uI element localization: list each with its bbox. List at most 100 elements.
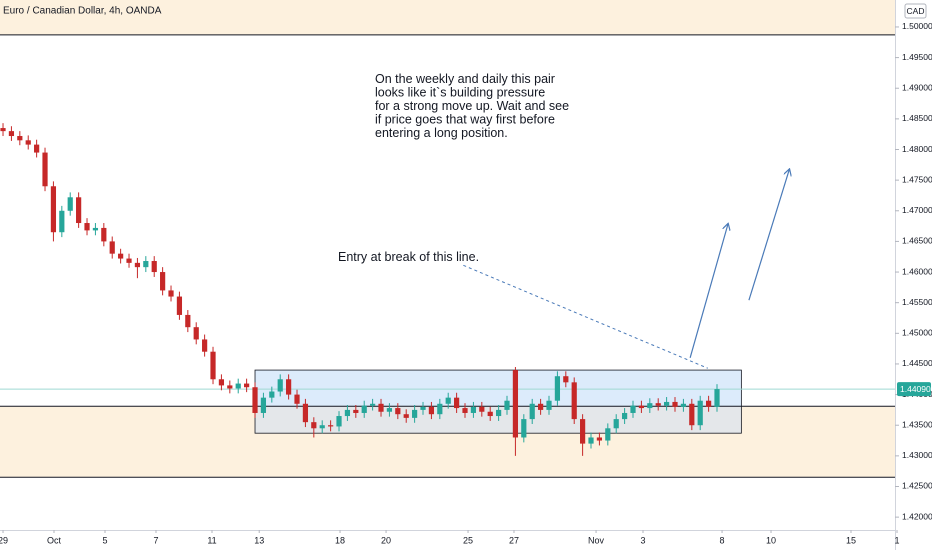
candle-body <box>437 403 443 415</box>
candle-body <box>92 227 99 231</box>
candle-body <box>126 258 132 263</box>
candle-body <box>370 403 376 406</box>
candle-body <box>403 414 409 418</box>
annotation-line: looks like it`s building pressure <box>375 86 545 100</box>
y-tick-label: 1.46000 <box>902 266 932 276</box>
y-tick-label: 1.47000 <box>902 205 932 215</box>
candle-body <box>655 403 661 406</box>
arrow <box>689 224 728 358</box>
candle-body <box>571 382 577 420</box>
currency: CAD <box>907 6 925 16</box>
x-tick-label: 25 <box>463 535 473 545</box>
annotation-line: Entry at break of this line. <box>338 250 479 264</box>
x-tick-label: 7 <box>153 535 158 545</box>
x-tick-label: Oct <box>47 535 62 545</box>
candle-body <box>8 131 15 137</box>
y-tick-label: 1.45500 <box>902 297 932 307</box>
candle-body <box>428 406 435 415</box>
dashed-line <box>463 264 708 369</box>
candle-body <box>160 272 166 291</box>
candle-body <box>487 411 493 417</box>
candle-body <box>386 408 393 412</box>
candle-body <box>353 409 359 413</box>
y-tick-label: 1.49000 <box>902 82 932 92</box>
y-tick-label: 1.43500 <box>902 419 932 429</box>
arrow <box>748 170 789 301</box>
candle-body <box>622 412 628 420</box>
candle-body <box>445 397 451 404</box>
x-tick-label: 18 <box>335 535 345 545</box>
candle-body <box>218 379 225 386</box>
candle-body <box>235 383 241 389</box>
candle-body <box>311 422 317 429</box>
candle-body <box>176 296 183 315</box>
x-tick-label: 5 <box>102 535 107 545</box>
currency-box <box>904 3 927 19</box>
candle-body <box>67 197 73 211</box>
y-tick-label: 1.49500 <box>902 52 932 62</box>
candle-body <box>118 253 124 259</box>
candle-body <box>647 403 653 409</box>
candle-body <box>185 314 191 328</box>
y-tick-label: 1.42500 <box>902 481 932 491</box>
y-tick-label: 1.45000 <box>902 328 932 338</box>
candle-body <box>714 389 720 407</box>
candle-body <box>672 401 678 407</box>
candle-body <box>512 370 519 438</box>
candle-body <box>277 379 283 392</box>
annotation: Entry at break of this line. <box>338 250 479 264</box>
candle-body <box>143 261 149 268</box>
annotation-line: entering a long position. <box>375 126 508 140</box>
last-price-box <box>897 382 931 397</box>
x-tick-label: 1 <box>895 535 900 545</box>
candle-body <box>17 136 23 141</box>
y-tick-label: 1.48000 <box>902 144 932 154</box>
x-tick-label: 11 <box>207 535 216 545</box>
candle-body <box>260 397 267 413</box>
candle-body <box>689 403 695 426</box>
last-price-label: 1.44090 <box>900 384 931 394</box>
y-tick-label: 1.46500 <box>902 236 932 246</box>
candle-body <box>596 437 603 441</box>
x-tick-label: 27 <box>509 535 519 545</box>
candle-body <box>84 223 90 231</box>
candle-body <box>101 227 107 242</box>
candle-body <box>580 419 586 444</box>
x-tick-label: 29 <box>0 535 8 545</box>
candle-body <box>344 409 351 417</box>
candle-body <box>496 409 502 417</box>
range-box-top <box>255 370 742 407</box>
candle-body <box>470 406 477 413</box>
y-tick-label: 1.48500 <box>902 113 932 123</box>
candle-body <box>521 419 527 438</box>
candle-body <box>42 152 48 187</box>
annotation-line: for a strong move up. Wait and see <box>375 99 569 113</box>
candle-body <box>59 210 65 233</box>
candle-body <box>395 408 401 415</box>
candle-body <box>151 261 157 273</box>
candle-body <box>50 186 57 233</box>
candle-body <box>244 383 250 388</box>
candle-body <box>630 405 636 413</box>
candle-body <box>554 376 561 401</box>
candle-body <box>588 437 594 444</box>
candle-body <box>336 416 342 427</box>
candle-body <box>462 408 468 413</box>
candle-body <box>479 406 485 412</box>
y-tick-label: 1.44500 <box>902 358 932 368</box>
candle-body <box>286 379 292 395</box>
candle-body <box>252 387 258 413</box>
candle-body <box>168 290 174 297</box>
candle-body <box>613 419 619 429</box>
candle-body <box>697 400 703 426</box>
candle-body <box>109 241 115 254</box>
candle-body <box>538 403 544 410</box>
candle-body <box>202 339 208 352</box>
x-tick-label: 10 <box>766 535 776 545</box>
candle-body <box>454 397 460 409</box>
candle-body <box>210 351 216 380</box>
annotation: On the weekly and daily this pair looks l… <box>375 72 569 140</box>
x-tick-label: 3 <box>640 535 645 545</box>
candle-body <box>664 401 670 406</box>
